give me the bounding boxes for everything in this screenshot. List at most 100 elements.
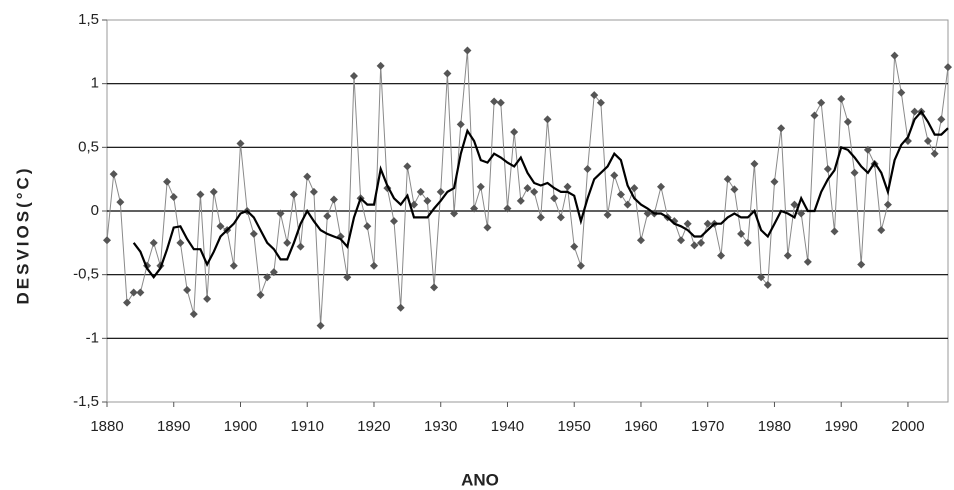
x-tick-label: 1900 [224,418,257,435]
marker [516,196,525,205]
y-tick-label: 0 [91,202,99,219]
marker [363,222,372,231]
marker [623,200,632,209]
marker [123,298,132,307]
marker [369,261,378,270]
marker [703,219,712,228]
marker [203,294,212,303]
marker [196,190,205,199]
marker [396,303,405,312]
marker [937,115,946,124]
marker [850,168,859,177]
x-tick-label: 2000 [891,418,924,435]
x-tick-label: 1930 [424,418,457,435]
x-tick-label: 1940 [491,418,524,435]
marker [116,198,125,207]
marker [810,111,819,120]
y-tick-label: 1,5 [78,11,99,28]
marker [423,196,432,205]
marker [556,213,565,222]
marker [910,107,919,116]
marker [450,209,459,218]
marker [570,242,579,251]
marker [503,204,512,213]
marker [563,182,572,191]
marker [256,291,265,300]
marker [376,61,385,70]
marker [436,187,445,196]
marker [737,229,746,238]
marker [723,175,732,184]
marker [610,171,619,180]
y-tick-label: 1 [91,75,99,92]
marker [410,200,419,209]
marker [236,139,245,148]
marker [530,187,539,196]
marker [944,63,952,72]
marker [536,213,545,222]
marker [797,209,806,218]
marker [636,236,645,245]
marker [930,149,939,158]
marker [483,223,492,232]
marker [803,257,812,266]
marker [510,128,519,137]
marker [183,285,192,294]
marker [263,273,272,282]
marker [163,177,172,186]
marker [523,184,532,193]
marker [616,190,625,199]
marker [430,283,439,292]
y-axis-title: DESVIOS(°C) [13,166,32,305]
marker [496,98,505,107]
marker [416,187,425,196]
marker [630,184,639,193]
marker [677,236,686,245]
marker [717,251,726,260]
marker [590,91,599,100]
marker [283,238,292,247]
marker [783,251,792,260]
marker [309,187,318,196]
marker [249,229,258,238]
marker [296,242,305,251]
marker [770,177,779,186]
marker [476,182,485,191]
marker [863,145,872,154]
marker [129,288,138,297]
marker [643,209,652,218]
marker [830,227,839,236]
marker [877,226,886,235]
marker [323,212,332,221]
marker [209,187,218,196]
marker [349,72,358,81]
marker [757,273,766,282]
marker [857,260,866,269]
x-tick-label: 1970 [691,418,724,435]
marker [189,310,198,319]
marker [656,182,665,191]
marker [136,288,145,297]
x-tick-label: 1910 [291,418,324,435]
marker [690,241,699,250]
marker [269,268,278,277]
marker [229,261,238,270]
marker [149,238,158,247]
marker [790,200,799,209]
x-tick-label: 1990 [825,418,858,435]
y-tick-label: 0,5 [78,138,99,155]
x-tick-label: 1950 [558,418,591,435]
marker [103,236,111,245]
marker [763,280,772,289]
x-axis-title: ANO [461,470,499,489]
y-tick-label: -1,5 [73,393,99,410]
marker [817,98,826,107]
marker [216,222,225,231]
marker [303,172,312,181]
marker [843,117,852,126]
marker [777,124,786,133]
x-tick-label: 1920 [357,418,390,435]
marker [403,162,412,171]
marker [683,219,692,228]
